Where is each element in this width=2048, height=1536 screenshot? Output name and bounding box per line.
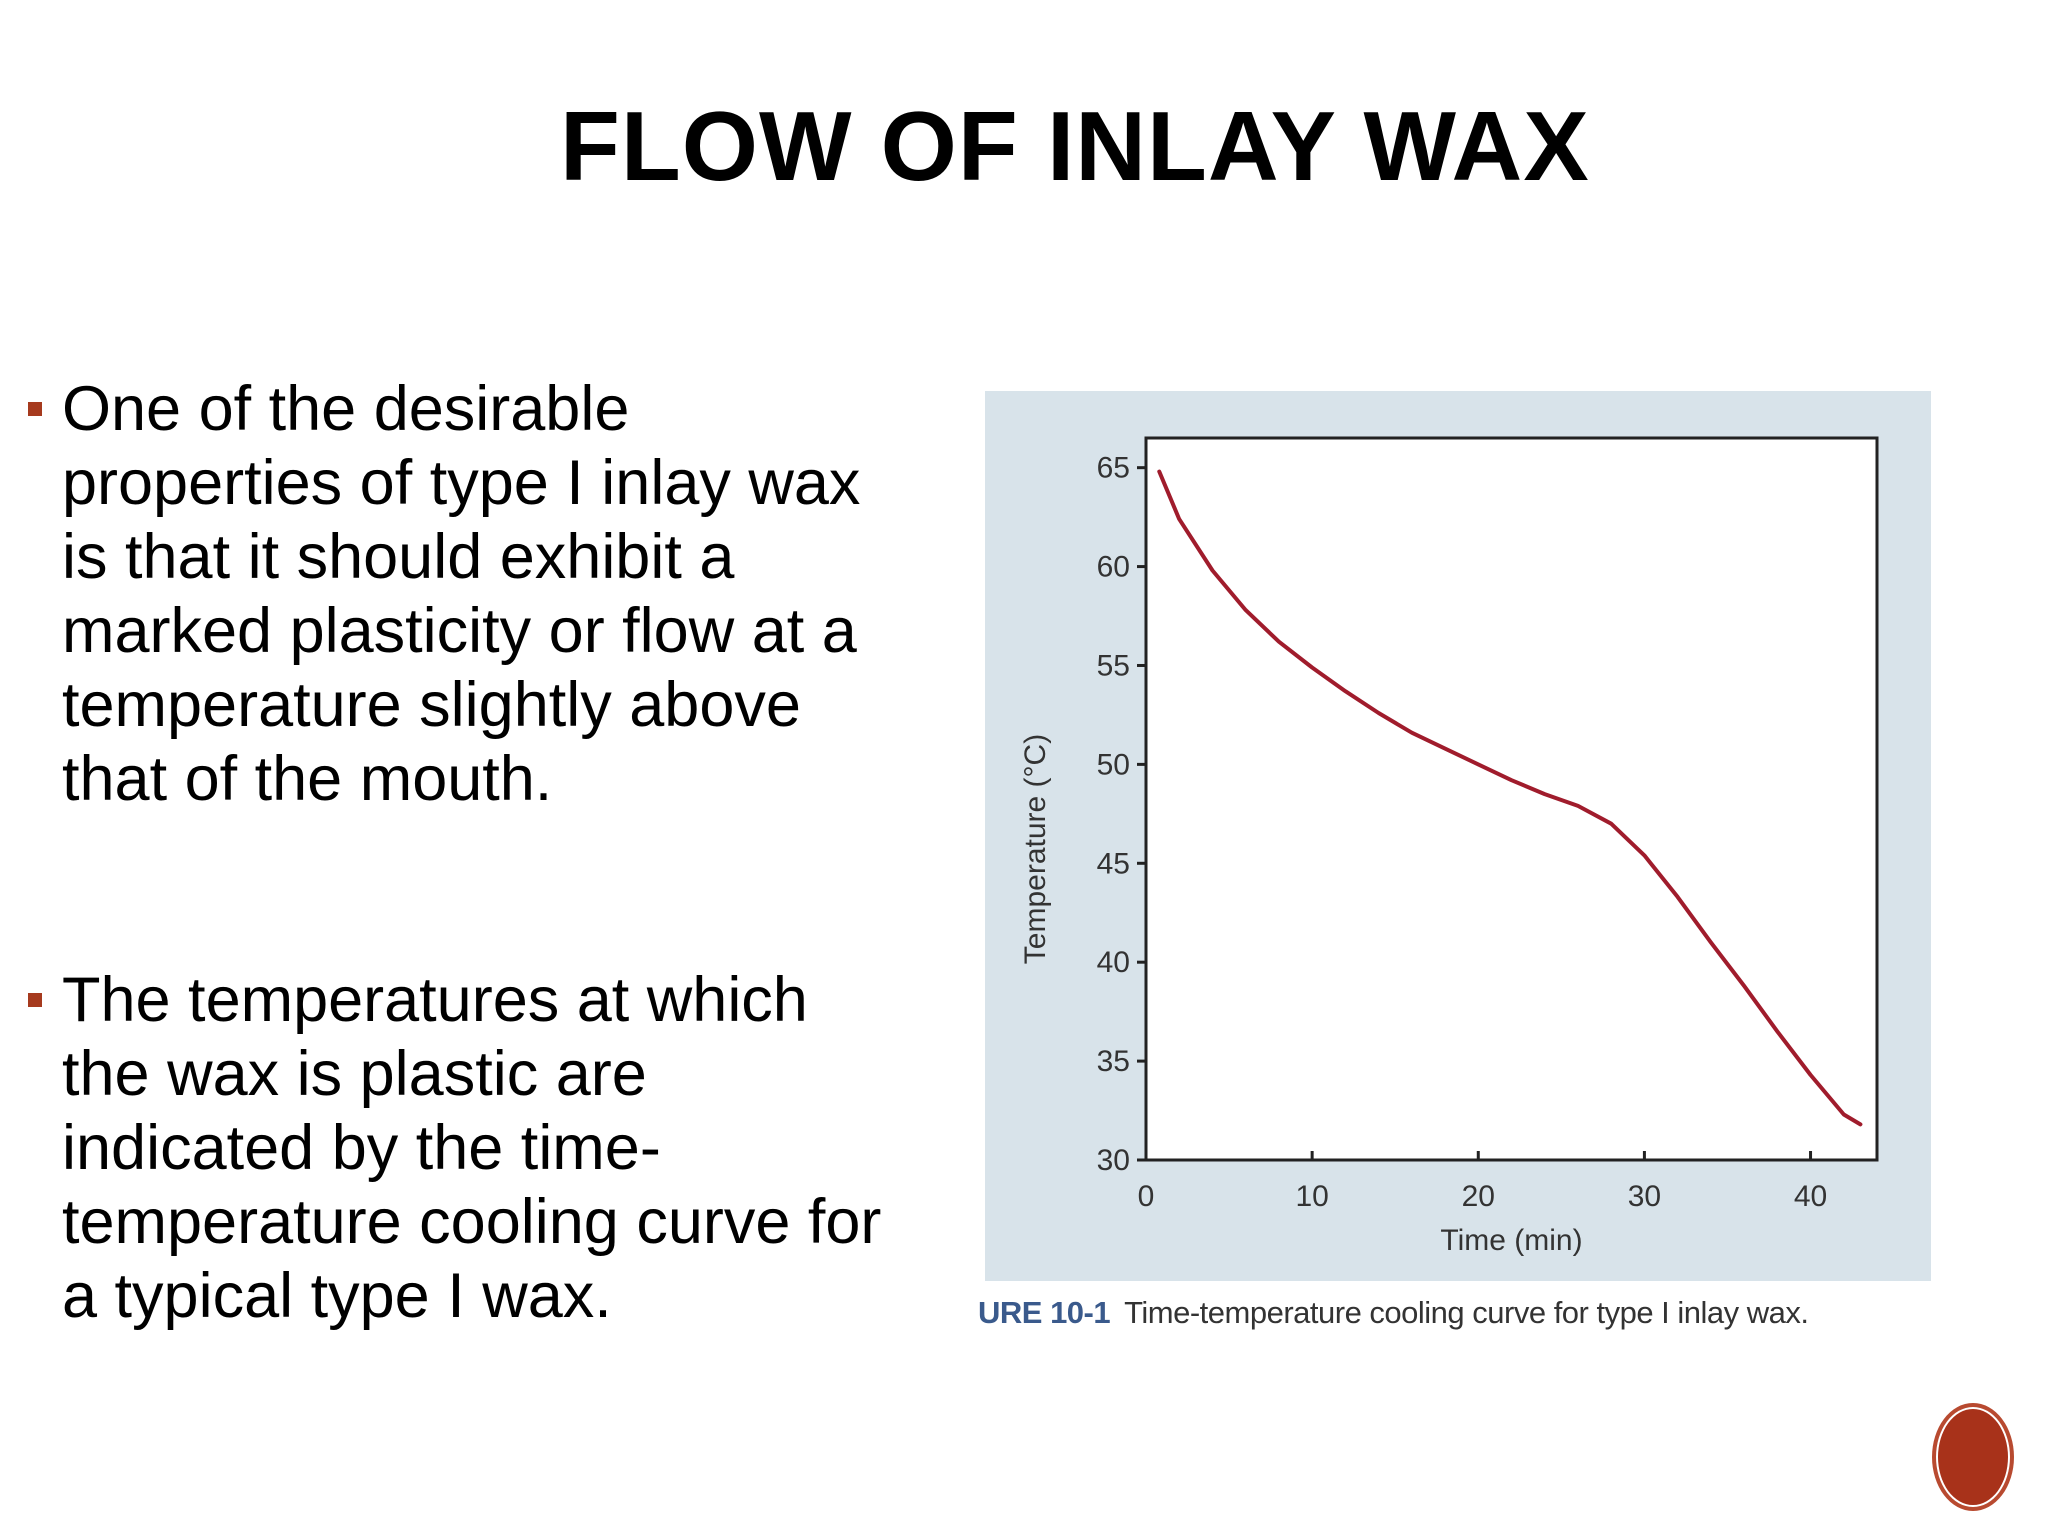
cooling-curve-chart: 0 10 20 30 40 30 35 40 45 50 55 60 65 Time (min) Tempe… bbox=[1019, 436, 1879, 1257]
y-tick-label: 50 bbox=[1097, 748, 1130, 781]
bullet-square-icon bbox=[28, 993, 42, 1007]
slide-title: FLOW OF INLAY WAX bbox=[560, 91, 1590, 201]
x-axis-label: Time (min) bbox=[1440, 1224, 1582, 1257]
x-tick-label: 20 bbox=[1462, 1180, 1495, 1213]
figure-caption-label: URE 10-1 bbox=[978, 1295, 1111, 1330]
y-axis-label: Temperature (°C) bbox=[1019, 734, 1052, 964]
y-tick-label: 30 bbox=[1097, 1144, 1130, 1177]
x-tick-label: 40 bbox=[1794, 1180, 1827, 1213]
bullet-text-1: One of the desirable properties of type … bbox=[62, 374, 861, 814]
y-tick-label: 45 bbox=[1097, 847, 1130, 880]
figure-panel: 0 10 20 30 40 30 35 40 45 50 55 60 65 Time (min) Tempe… bbox=[985, 391, 1931, 1281]
bullet-item-2: The temperatures at which the wax is pla… bbox=[28, 963, 908, 1333]
x-tick-label: 0 bbox=[1138, 1180, 1155, 1213]
figure-caption: URE 10-1 Time-temperature cooling curve f… bbox=[978, 1295, 2038, 1331]
y-tick-label: 60 bbox=[1097, 551, 1130, 584]
y-tick-label: 55 bbox=[1097, 649, 1130, 682]
bullet-square-icon bbox=[28, 402, 42, 416]
x-tick-label: 10 bbox=[1295, 1180, 1328, 1213]
next-slide-button[interactable] bbox=[1936, 1407, 2010, 1507]
y-tick-label: 35 bbox=[1097, 1045, 1130, 1078]
plot-area bbox=[1144, 436, 1879, 1162]
bullet-item-1: One of the desirable properties of type … bbox=[28, 372, 908, 816]
y-tick-label: 65 bbox=[1097, 452, 1130, 485]
bullet-text-2: The temperatures at which the wax is pla… bbox=[62, 965, 882, 1331]
x-tick-label: 30 bbox=[1628, 1180, 1661, 1213]
figure-caption-text: Time-temperature cooling curve for type … bbox=[1124, 1295, 1809, 1330]
cooling-curve-line bbox=[1157, 469, 1863, 1127]
y-tick-label: 40 bbox=[1097, 946, 1130, 979]
